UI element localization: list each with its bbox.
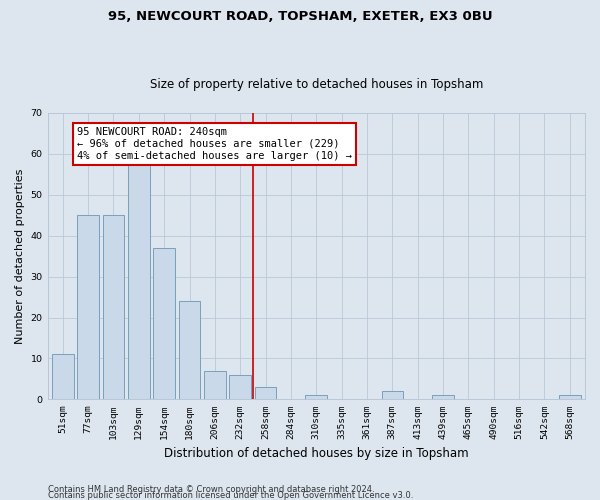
Bar [128, 162, 149, 400]
Y-axis label: Number of detached properties: Number of detached properties [15, 168, 25, 344]
Bar [204, 370, 226, 400]
Bar [382, 391, 403, 400]
Text: Contains public sector information licensed under the Open Government Licence v3: Contains public sector information licen… [48, 491, 413, 500]
Bar [432, 395, 454, 400]
Bar [77, 216, 99, 400]
Bar [559, 395, 581, 400]
Text: 95, NEWCOURT ROAD, TOPSHAM, EXETER, EX3 0BU: 95, NEWCOURT ROAD, TOPSHAM, EXETER, EX3 … [107, 10, 493, 23]
Bar [229, 375, 251, 400]
Bar [179, 301, 200, 400]
Bar [154, 248, 175, 400]
Text: 95 NEWCOURT ROAD: 240sqm
← 96% of detached houses are smaller (229)
4% of semi-d: 95 NEWCOURT ROAD: 240sqm ← 96% of detach… [77, 128, 352, 160]
Bar [52, 354, 74, 400]
Bar [255, 387, 277, 400]
Bar [103, 216, 124, 400]
Title: Size of property relative to detached houses in Topsham: Size of property relative to detached ho… [149, 78, 483, 91]
Text: Contains HM Land Registry data © Crown copyright and database right 2024.: Contains HM Land Registry data © Crown c… [48, 485, 374, 494]
Bar [305, 395, 327, 400]
X-axis label: Distribution of detached houses by size in Topsham: Distribution of detached houses by size … [164, 447, 469, 460]
